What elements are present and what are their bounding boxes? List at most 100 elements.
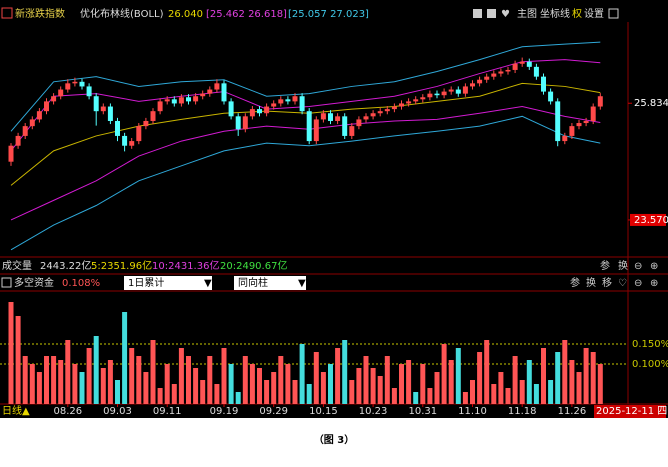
candle-body xyxy=(335,116,341,121)
bar xyxy=(44,356,49,404)
candle-body xyxy=(562,135,568,142)
dropdown[interactable] xyxy=(124,276,212,290)
bar xyxy=(462,392,468,404)
icon[interactable] xyxy=(487,9,496,18)
tool[interactable]: 移 xyxy=(602,276,612,289)
bar xyxy=(278,356,284,404)
x-tick-label: 08.26 xyxy=(53,406,82,417)
bar xyxy=(541,348,546,404)
candle-body xyxy=(526,61,532,67)
bar xyxy=(200,380,206,404)
bar xyxy=(122,312,128,404)
tool[interactable]: 设置 xyxy=(584,8,604,20)
candle-body xyxy=(235,116,241,130)
candle-body xyxy=(36,111,42,120)
candle-body xyxy=(498,71,504,74)
candle-body xyxy=(420,97,426,100)
candle-body xyxy=(370,113,376,117)
icon[interactable]: ⊖ xyxy=(634,278,642,289)
candle-body xyxy=(462,86,468,94)
tool[interactable]: 参 xyxy=(600,259,610,272)
bar xyxy=(313,352,319,404)
candle-body xyxy=(29,119,35,127)
candle-body xyxy=(533,66,539,77)
bar xyxy=(470,380,475,404)
candle-body xyxy=(221,83,227,102)
bar xyxy=(228,364,234,404)
icon[interactable]: ⊖ xyxy=(634,261,642,272)
bar xyxy=(320,372,326,404)
y-tick-label: 25.834 xyxy=(634,98,668,109)
tool[interactable]: 参 xyxy=(570,276,580,289)
bar xyxy=(548,380,554,404)
icon[interactable] xyxy=(1,277,12,288)
candle-body xyxy=(214,83,220,90)
dropdown-text[interactable]: 同向柱 xyxy=(238,276,268,289)
candle-body xyxy=(583,120,589,124)
x-tick-label: 10.23 xyxy=(359,406,388,417)
bar xyxy=(136,356,142,404)
tool[interactable]: 权 xyxy=(572,7,582,20)
date-box xyxy=(594,405,666,418)
candle-body xyxy=(484,76,490,80)
bar xyxy=(271,372,277,404)
candle-body xyxy=(491,73,497,77)
candle-body xyxy=(264,106,270,114)
bar xyxy=(306,384,312,404)
tool[interactable]: 坐标线 xyxy=(540,7,570,20)
candle-body xyxy=(548,91,554,102)
icon[interactable]: ♡ xyxy=(618,278,627,289)
bar xyxy=(384,356,390,404)
bar xyxy=(242,356,248,404)
icon[interactable] xyxy=(473,9,482,18)
candle-body xyxy=(107,106,113,121)
candle-body xyxy=(363,116,369,120)
candle-body xyxy=(285,99,291,102)
bar xyxy=(86,348,92,404)
bar xyxy=(221,348,227,404)
x-tick-label: 09.11 xyxy=(153,406,182,417)
bar xyxy=(193,368,199,404)
bar xyxy=(391,388,397,404)
tool[interactable]: 换 xyxy=(586,276,596,289)
bar xyxy=(178,348,184,404)
bar xyxy=(420,364,426,404)
price-box xyxy=(630,213,666,226)
candle-body xyxy=(100,106,106,112)
icon[interactable]: ⊕ xyxy=(650,261,658,272)
dropdown[interactable] xyxy=(234,276,306,290)
bar xyxy=(406,360,412,404)
bar xyxy=(562,340,568,404)
bar xyxy=(51,356,57,404)
period[interactable]: 日线▲ xyxy=(2,404,30,417)
icon[interactable]: ⊕ xyxy=(650,278,658,289)
bar xyxy=(377,376,383,404)
candle-body xyxy=(58,89,64,97)
bar xyxy=(15,316,21,404)
x-tick-label: 11.26 xyxy=(558,406,587,417)
volume-ma: 10:2431.36亿 xyxy=(152,259,219,272)
bar xyxy=(186,356,191,404)
bar xyxy=(235,392,241,404)
bar xyxy=(72,364,78,404)
dropdown-arrow[interactable]: ▼ xyxy=(298,278,306,289)
icon[interactable]: ♥ xyxy=(501,9,510,20)
bar xyxy=(79,372,85,404)
dropdown-arrow[interactable]: ▼ xyxy=(204,278,212,289)
tool[interactable]: 主图 xyxy=(517,8,537,20)
icon[interactable] xyxy=(608,8,619,19)
candle-body xyxy=(406,101,412,104)
bar xyxy=(526,360,532,404)
icon[interactable] xyxy=(1,7,13,19)
bar xyxy=(150,340,156,404)
bar xyxy=(484,340,490,404)
bar xyxy=(363,356,369,404)
bar xyxy=(448,360,454,404)
dropdown-text[interactable]: 1日累计 xyxy=(128,276,164,289)
candle-body xyxy=(441,91,447,96)
tool[interactable]: 换 xyxy=(618,259,628,272)
boll-line xyxy=(10,41,601,132)
candle-body xyxy=(519,61,525,64)
candle-body xyxy=(242,116,248,130)
